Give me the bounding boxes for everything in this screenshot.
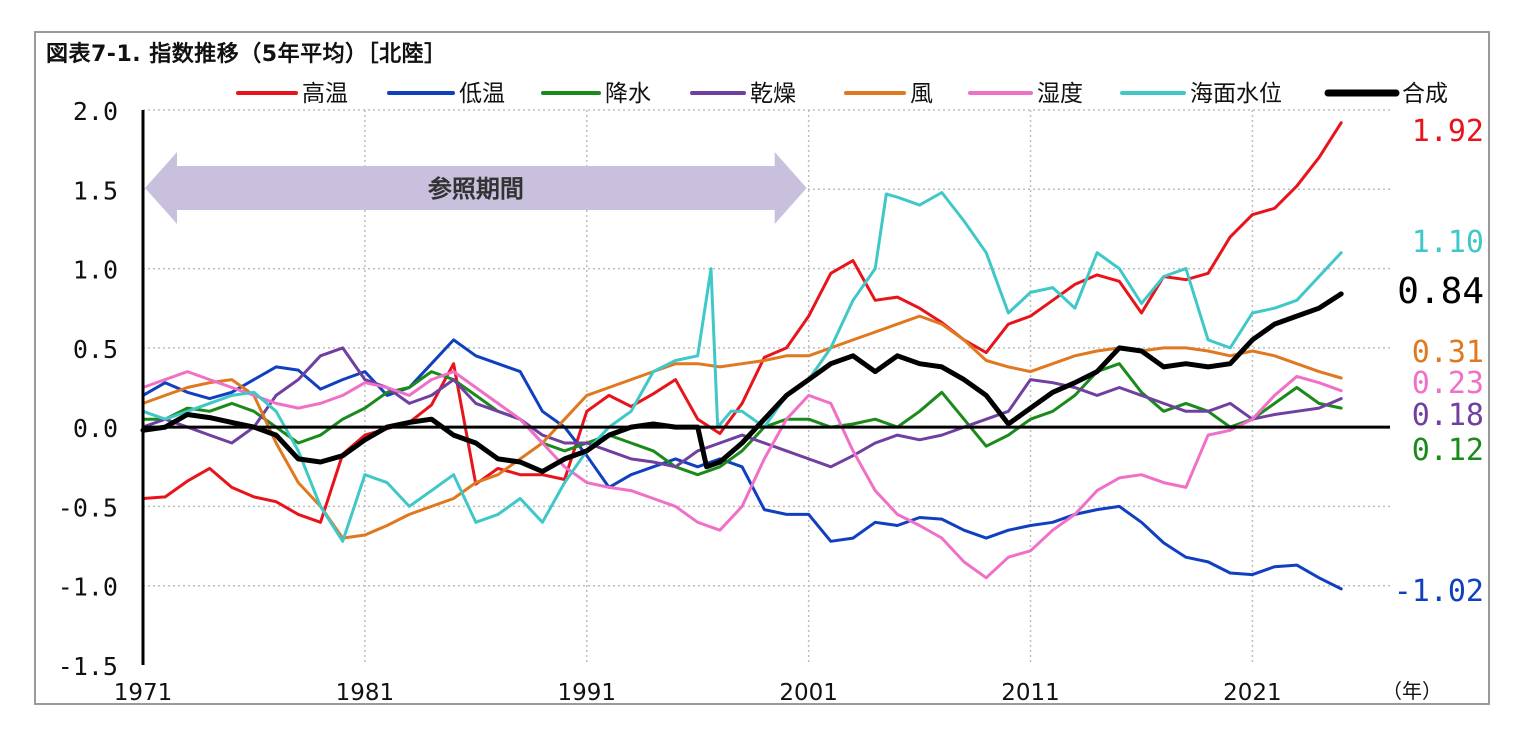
y-tick-label: -0.5 — [58, 493, 118, 522]
y-tick-label: -1.5 — [58, 652, 118, 681]
chart-title: 図表7-1. 指数推移（5年平均）［北陸］ — [46, 42, 447, 67]
y-tick-label: -1.0 — [58, 573, 118, 602]
series-line-7 — [140, 291, 1344, 474]
y-tick-label: 0.0 — [73, 414, 118, 443]
y-tick-label: 0.5 — [73, 335, 118, 364]
x-tick-label: 1981 — [336, 680, 395, 706]
legend-label: 合成 — [1402, 81, 1448, 107]
end-label: 0.12 — [1412, 433, 1484, 468]
y-tick-label: 1.5 — [73, 176, 118, 205]
legend-label: 湿度 — [1037, 81, 1083, 107]
x-tick-label: 2001 — [779, 680, 838, 706]
legend-entry: 降水 — [541, 81, 651, 107]
end-label: 1.10 — [1412, 225, 1484, 260]
series-line-2 — [141, 362, 1343, 477]
legend-entry: 乾燥 — [690, 81, 796, 107]
legend-label: 海面水位 — [1190, 81, 1282, 107]
legend-entry: 海面水位 — [1120, 81, 1282, 107]
legend-entry: 湿度 — [968, 81, 1083, 107]
end-label: 0.23 — [1412, 366, 1484, 401]
y-tick-label: 1.0 — [73, 256, 118, 285]
legend-entry: 合成 — [1324, 81, 1448, 107]
legend-label: 乾燥 — [750, 81, 796, 107]
series-line-6 — [141, 191, 1343, 543]
end-label: 0.84 — [1397, 271, 1484, 312]
series-lines — [140, 121, 1344, 591]
legend-label: 風 — [910, 81, 933, 107]
legend-label: 高温 — [302, 81, 348, 107]
x-tick-label: 2011 — [1001, 680, 1060, 706]
legend-entry: 低温 — [387, 81, 505, 107]
end-label: 0.31 — [1412, 335, 1484, 370]
end-label: -1.02 — [1394, 574, 1484, 609]
y-tick-label: 2.0 — [73, 97, 118, 126]
axes — [141, 110, 1390, 665]
legend-label: 低温 — [459, 81, 505, 107]
end-label: 0.18 — [1412, 398, 1484, 433]
x-tick-label: 1991 — [557, 680, 616, 706]
legend-label: 降水 — [605, 81, 651, 107]
legend-entry: 風 — [844, 81, 933, 107]
series-line-1 — [141, 338, 1343, 591]
x-tick-label: 1971 — [114, 680, 173, 706]
end-label: 1.92 — [1412, 114, 1484, 149]
x-unit-label: （年） — [1382, 679, 1442, 703]
end-value-labels: 1.92 -1.02 0.120.18 0.310.23 1.10 0.84 — [1394, 114, 1484, 609]
reference-period-label: 参照期間 — [428, 175, 524, 203]
series-line-5 — [141, 370, 1343, 580]
legend-entry: 高温 — [236, 81, 348, 107]
legend: 高温 低温 降水 乾燥 風 湿度 海面水位 合成 — [236, 81, 1448, 107]
x-tick-label: 2021 — [1223, 680, 1282, 706]
reference-period-arrow: 参照期間 — [145, 152, 807, 224]
reference-period-arrow-shape — [145, 152, 807, 224]
series-line-3 — [141, 346, 1343, 469]
